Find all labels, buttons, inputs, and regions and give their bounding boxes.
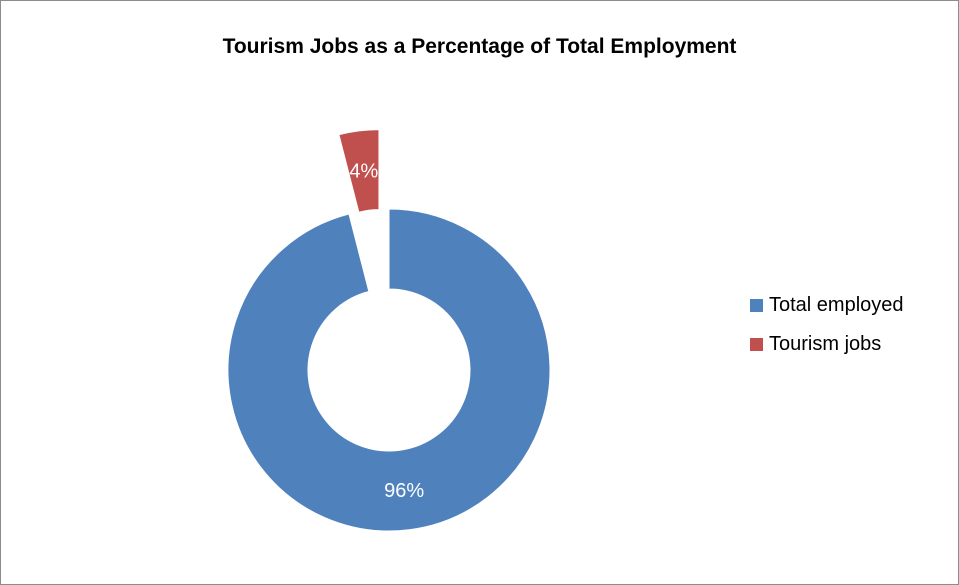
legend-label-tourism-jobs: Tourism jobs <box>769 333 882 355</box>
legend-item-tourism-jobs: Tourism jobs <box>750 330 904 359</box>
slice-tourism-jobs <box>338 129 380 213</box>
slice-labels: 96% 4% <box>349 161 424 502</box>
chart-title: Tourism Jobs as a Percentage of Total Em… <box>222 35 737 58</box>
data-label-tourism-jobs: 4% <box>349 161 378 183</box>
legend-swatch-total-employed <box>750 299 763 312</box>
legend: Total employed Tourism jobs <box>750 291 904 369</box>
legend-swatch-tourism-jobs <box>750 338 763 351</box>
doughnut-slices <box>227 129 551 532</box>
data-label-total-employed: 96% <box>384 480 424 502</box>
legend-label-total-employed: Total employed <box>769 294 904 316</box>
slice-total-employed <box>227 208 551 532</box>
legend-item-total-employed: Total employed <box>750 291 904 320</box>
